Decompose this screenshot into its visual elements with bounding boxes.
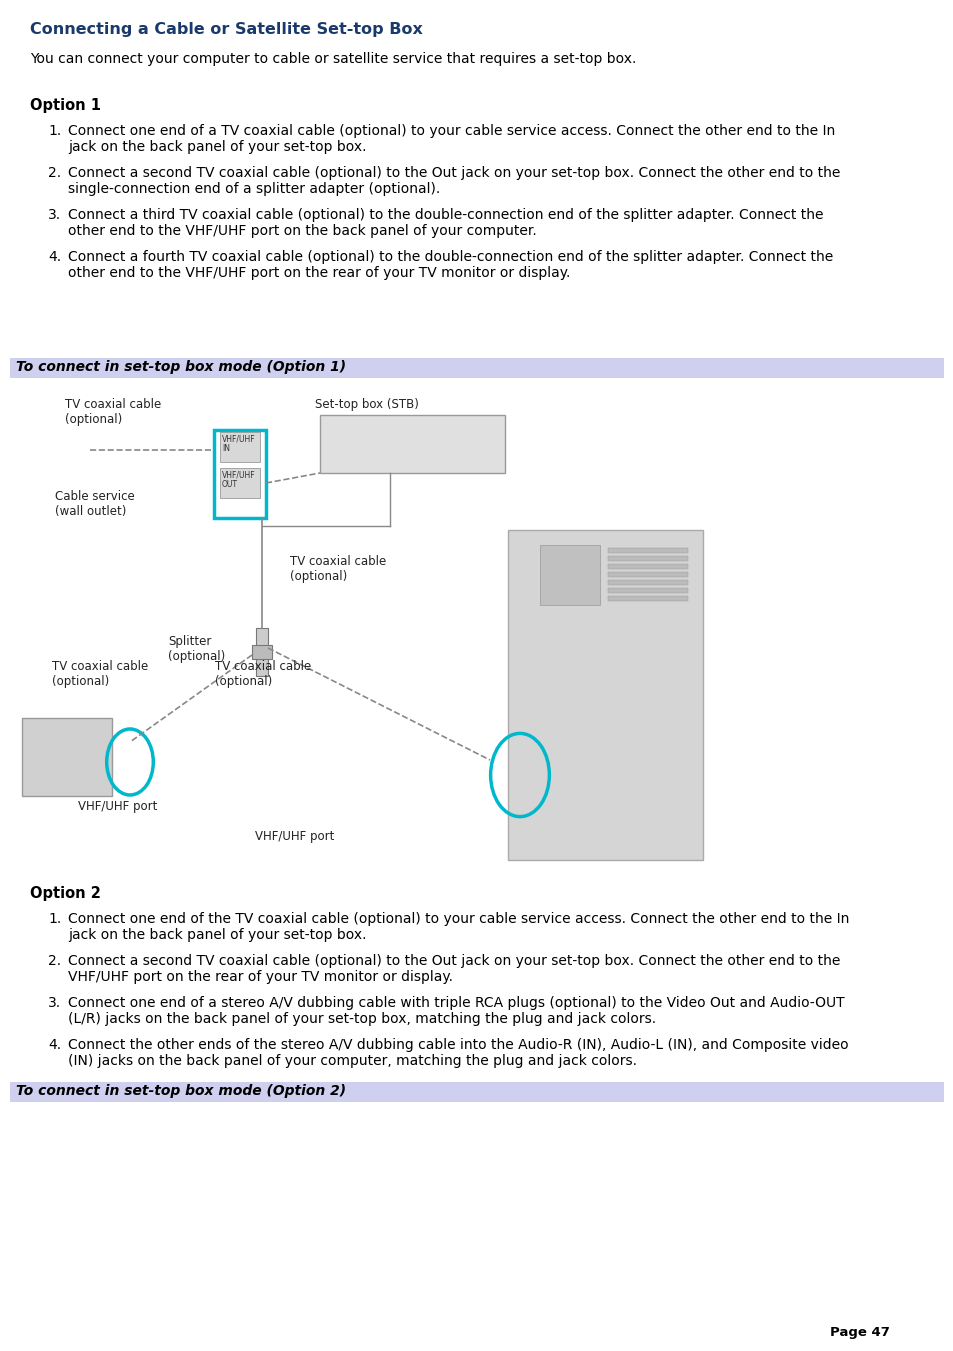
Text: VHF/UHF port: VHF/UHF port: [78, 800, 157, 813]
Text: Connect a fourth TV coaxial cable (optional) to the double-connection end of the: Connect a fourth TV coaxial cable (optio…: [68, 250, 832, 263]
FancyBboxPatch shape: [220, 432, 260, 462]
Text: (optional): (optional): [52, 676, 110, 688]
Text: Page 47: Page 47: [829, 1325, 889, 1339]
FancyBboxPatch shape: [252, 644, 272, 659]
Text: (IN) jacks on the back panel of your computer, matching the plug and jack colors: (IN) jacks on the back panel of your com…: [68, 1054, 637, 1069]
Text: 1.: 1.: [48, 124, 61, 138]
Text: VHF/UHF
IN: VHF/UHF IN: [222, 434, 255, 454]
Text: Cable service: Cable service: [55, 490, 134, 503]
FancyBboxPatch shape: [10, 358, 943, 378]
Text: VHF/UHF port: VHF/UHF port: [254, 830, 334, 843]
Text: 3.: 3.: [48, 208, 61, 222]
Text: TV coaxial cable: TV coaxial cable: [214, 661, 311, 673]
Text: (wall outlet): (wall outlet): [55, 505, 126, 517]
FancyBboxPatch shape: [319, 415, 504, 473]
Text: You can connect your computer to cable or satellite service that requires a set-: You can connect your computer to cable o…: [30, 51, 636, 66]
FancyBboxPatch shape: [607, 557, 687, 561]
Text: 2.: 2.: [48, 954, 61, 969]
FancyBboxPatch shape: [607, 596, 687, 601]
Text: To connect in set-top box mode (Option 2): To connect in set-top box mode (Option 2…: [16, 1084, 346, 1098]
FancyBboxPatch shape: [255, 628, 268, 676]
Text: VHF/UHF
OUT: VHF/UHF OUT: [222, 470, 255, 489]
Text: (optional): (optional): [290, 570, 347, 584]
Text: Connect a second TV coaxial cable (optional) to the Out jack on your set-top box: Connect a second TV coaxial cable (optio…: [68, 954, 840, 969]
Text: 3.: 3.: [48, 996, 61, 1011]
Text: jack on the back panel of your set-top box.: jack on the back panel of your set-top b…: [68, 928, 366, 942]
Text: Connect a second TV coaxial cable (optional) to the Out jack on your set-top box: Connect a second TV coaxial cable (optio…: [68, 166, 840, 180]
Text: single-connection end of a splitter adapter (optional).: single-connection end of a splitter adap…: [68, 182, 439, 196]
Text: other end to the VHF/UHF port on the rear of your TV monitor or display.: other end to the VHF/UHF port on the rea…: [68, 266, 570, 280]
Text: Option 1: Option 1: [30, 99, 101, 113]
Text: Option 2: Option 2: [30, 886, 101, 901]
FancyBboxPatch shape: [507, 530, 702, 861]
FancyBboxPatch shape: [539, 544, 599, 605]
Text: 2.: 2.: [48, 166, 61, 180]
Text: Splitter: Splitter: [168, 635, 212, 648]
Text: TV coaxial cable: TV coaxial cable: [65, 399, 161, 411]
FancyBboxPatch shape: [607, 549, 687, 553]
FancyBboxPatch shape: [10, 1082, 943, 1102]
Text: Connect one end of a TV coaxial cable (optional) to your cable service access. C: Connect one end of a TV coaxial cable (o…: [68, 124, 835, 138]
Text: (optional): (optional): [214, 676, 272, 688]
FancyBboxPatch shape: [607, 588, 687, 593]
FancyBboxPatch shape: [607, 580, 687, 585]
FancyBboxPatch shape: [607, 563, 687, 569]
FancyBboxPatch shape: [220, 467, 260, 499]
FancyBboxPatch shape: [22, 717, 112, 796]
Text: jack on the back panel of your set-top box.: jack on the back panel of your set-top b…: [68, 141, 366, 154]
Text: Connect one end of a stereo A/V dubbing cable with triple RCA plugs (optional) t: Connect one end of a stereo A/V dubbing …: [68, 996, 843, 1011]
Text: 4.: 4.: [48, 1038, 61, 1052]
Text: Connect the other ends of the stereo A/V dubbing cable into the Audio-R (IN), Au: Connect the other ends of the stereo A/V…: [68, 1038, 848, 1052]
Text: Set-top box (STB): Set-top box (STB): [314, 399, 418, 411]
Text: other end to the VHF/UHF port on the back panel of your computer.: other end to the VHF/UHF port on the bac…: [68, 224, 537, 238]
Text: Connect a third TV coaxial cable (optional) to the double-connection end of the : Connect a third TV coaxial cable (option…: [68, 208, 822, 222]
Text: TV coaxial cable: TV coaxial cable: [290, 555, 386, 567]
Text: (optional): (optional): [65, 413, 122, 426]
Text: 1.: 1.: [48, 912, 61, 925]
FancyBboxPatch shape: [607, 571, 687, 577]
Text: VHF/UHF port on the rear of your TV monitor or display.: VHF/UHF port on the rear of your TV moni…: [68, 970, 453, 984]
Text: Connect one end of the TV coaxial cable (optional) to your cable service access.: Connect one end of the TV coaxial cable …: [68, 912, 848, 925]
Text: (optional): (optional): [168, 650, 225, 663]
Text: 4.: 4.: [48, 250, 61, 263]
Text: (L/R) jacks on the back panel of your set-top box, matching the plug and jack co: (L/R) jacks on the back panel of your se…: [68, 1012, 656, 1025]
Text: TV coaxial cable: TV coaxial cable: [52, 661, 148, 673]
Text: Connecting a Cable or Satellite Set-top Box: Connecting a Cable or Satellite Set-top …: [30, 22, 422, 36]
Text: To connect in set-top box mode (Option 1): To connect in set-top box mode (Option 1…: [16, 359, 346, 374]
